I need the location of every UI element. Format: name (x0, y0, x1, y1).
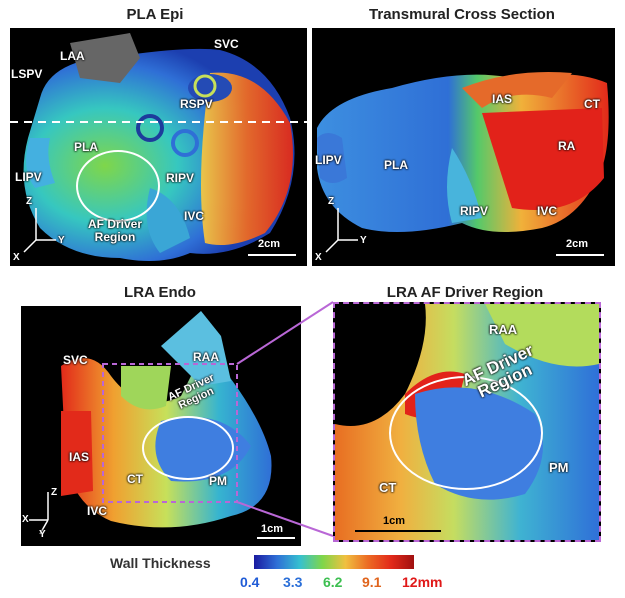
label-lipv: LIPV (315, 153, 342, 167)
label-rspv: RSPV (180, 97, 213, 111)
axis-x: X (315, 252, 322, 263)
panel-title-transmural: Transmural Cross Section (369, 6, 555, 23)
pla-epi-panel: LAA SVC LSPV RSPV PLA LIPV RIPV IVC AF D… (10, 28, 307, 266)
af-driver-region-ellipse (76, 150, 160, 222)
panel-title-lra-driver: LRA AF Driver Region (386, 284, 544, 301)
transmural-panel: IAS CT RA LIPV PLA RIPV IVC Z Y X 2cm (312, 28, 615, 266)
label-ra: RA (558, 139, 576, 153)
label-ivc: IVC (184, 209, 205, 223)
scale-bar (248, 254, 296, 256)
label-ripv: RIPV (460, 204, 489, 218)
colorbar-tick-0: 0.4 (240, 574, 260, 590)
label-pla: PLA (384, 158, 408, 172)
axis-y: Y (39, 529, 46, 540)
label-ct: CT (584, 97, 600, 111)
axis-y: Y (360, 235, 367, 246)
label-ivc: IVC (537, 204, 558, 218)
lra-driver-panel: RAA AF Driver Region CT PM 1cm (333, 302, 601, 542)
axis-indicator (23, 208, 56, 253)
colorbar (254, 555, 414, 569)
scale-label: 2cm (566, 238, 589, 250)
axis-indicator (29, 492, 49, 535)
scale-label: 1cm (383, 515, 406, 527)
colorbar-title: Wall Thickness (110, 555, 211, 571)
label-pm: PM (549, 460, 569, 475)
scale-label: 1cm (261, 523, 284, 535)
label-ct: CT (379, 480, 397, 495)
label-ivc: IVC (87, 504, 108, 518)
scale-bar (257, 537, 295, 539)
scale-bar (556, 254, 604, 256)
panel-title-lra-endo: LRA Endo (124, 284, 196, 301)
label-af-driver-region: AF Driver Region (88, 217, 143, 244)
label-ripv: RIPV (166, 171, 195, 185)
axis-x: X (22, 514, 29, 525)
axis-x: X (13, 252, 20, 263)
scale-label: 2cm (258, 238, 281, 250)
axis-indicator (325, 208, 358, 253)
label-svc: SVC (214, 37, 239, 51)
colorbar-tick-1: 3.3 (283, 574, 303, 590)
scale-bar (355, 530, 441, 532)
af-driver-region-ellipse (142, 416, 234, 480)
axis-y: Y (58, 235, 65, 246)
label-ias: IAS (492, 92, 513, 106)
axis-z: Z (328, 196, 335, 207)
label-lipv: LIPV (15, 170, 42, 184)
label-raa: RAA (489, 322, 518, 337)
label-ct: CT (127, 472, 143, 486)
af-driver-region-ellipse (389, 376, 543, 490)
label-laa: LAA (60, 49, 85, 63)
label-raa: RAA (193, 350, 219, 364)
label-pla: PLA (74, 140, 98, 154)
colorbar-tick-3: 9.1 (362, 574, 382, 590)
lra-endo-panel: SVC RAA AF Driver Region IAS CT PM IVC Z… (21, 306, 301, 546)
panel-title-pla-epi: PLA Epi (126, 6, 184, 23)
label-pm: PM (209, 474, 227, 488)
transmural-heart-render (317, 72, 609, 232)
label-svc: SVC (63, 353, 88, 367)
label-lspv: LSPV (11, 67, 43, 81)
colorbar-tick-2: 6.2 (323, 574, 343, 590)
axis-z: Z (26, 196, 33, 207)
label-ias: IAS (69, 450, 90, 464)
colorbar-tick-4: 12mm (402, 574, 443, 590)
axis-z: Z (51, 487, 58, 498)
